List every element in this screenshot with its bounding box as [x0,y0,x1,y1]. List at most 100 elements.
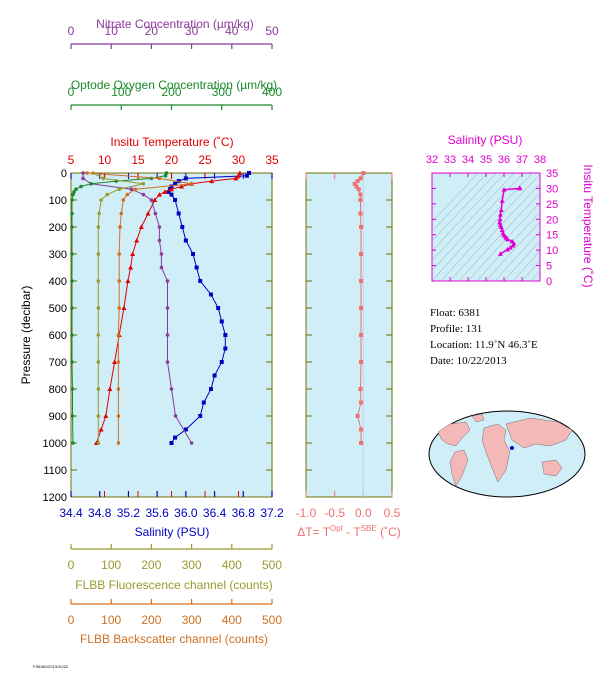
salinity-point [183,176,188,181]
temperature-axis-label: Insitu Temperature (˚C) [110,135,233,149]
nitrate-point [169,387,174,391]
continent-americas-north [437,421,471,447]
ts-salinity-tick-label: 37 [516,154,528,166]
ts-temperature-tick-label: 0 [546,276,552,288]
ts-density-contour [521,260,540,281]
ts-point [505,247,511,252]
salinity-point [183,427,188,432]
ts-temperature-tick-label: 35 [546,168,558,180]
nitrate-tick-label: 40 [225,24,239,38]
ts-density-contour [432,173,524,272]
salinity-tick-label: 36.0 [174,506,198,520]
salinity-point [166,189,171,194]
oxygen-point [79,184,83,189]
temperature-tick-label: 15 [131,153,145,167]
oxygen-point [70,333,74,337]
ts-density-contour [432,173,479,223]
temperature-tick-label: 25 [198,153,212,167]
footer-code: FS6381/2013/10/22 [33,664,69,669]
ts-density-contour [494,231,540,281]
backscatter-point [117,252,122,256]
oxygen-point [70,306,74,310]
backscatter-tick-label: 100 [101,613,121,627]
oxygen-point [74,187,78,191]
nitrate-point [81,171,85,175]
temperature-point [152,197,158,202]
salinity-tick-label: 35.2 [117,506,141,520]
ts-density-contour [503,240,540,281]
ts-point [497,212,503,217]
pressure-tick-label: 100 [49,195,67,207]
ts-salinity-axis-label: Salinity (PSU) [448,133,523,147]
delta-tick-label: 0.5 [384,506,401,520]
delta-t-point [356,187,361,192]
backscatter-point [116,360,121,364]
location: Location: 11.9˚N 46.3˚E [430,339,538,351]
ts-temperature-tick-label: 10 [546,245,558,257]
salinity-tick-label: 34.8 [88,506,112,520]
delta-t-point [358,176,363,181]
salinity-point [180,225,185,229]
ts-density-contour [440,174,540,281]
nitrate-axis-label: Nitrate Concentration (µm/kg) [96,17,254,31]
pressure-tick-label: 1000 [43,438,67,450]
oxygen-point [72,190,76,194]
nitrate-point [189,441,194,445]
salinity-tick-label: 34.4 [59,506,83,520]
map-continents [437,413,573,487]
delta-t-point [358,211,363,216]
salinity-point [208,387,213,391]
delta-tick-label: -0.5 [324,506,345,520]
nitrate-point [165,306,170,310]
float-location-marker [510,446,514,450]
nitrate-point [159,265,164,270]
nitrate-point [141,192,146,197]
salinity-point [173,198,178,202]
salinity-point [219,319,224,324]
oxygen-tick-label: 0 [68,85,75,99]
salinity-point [169,441,174,445]
salinity-point [247,171,252,175]
oxygen-tick-label: 300 [212,85,232,99]
salinity-point [176,179,181,184]
oxygen-point [70,225,74,229]
oxygen-point [70,414,75,418]
ts-point [497,216,503,222]
ts-point [501,187,507,192]
temperature-point [98,427,104,432]
ts-salinity-tick-label: 34 [462,154,474,166]
fluorescence-tick-label: 0 [68,558,75,572]
salinity-point [216,306,221,310]
salinity-point [198,414,203,418]
temperature-tick-label: 10 [98,153,112,167]
backscatter-point [189,182,194,186]
salinity-point [223,346,228,351]
fluorescence-point [96,252,101,256]
nitrate-point [159,252,164,256]
nitrate-point [153,211,158,216]
backscatter-point [85,171,89,175]
pressure-tick-label: 600 [49,330,67,342]
ts-density-contour [467,202,540,281]
oxygen-series-line [71,172,167,444]
backscatter-point [116,441,121,445]
nitrate-point [129,187,134,191]
temperature-point [128,265,134,270]
salinity-point [173,181,178,186]
delta-t-point [359,400,364,405]
salinity-point [219,360,224,364]
pressure-tick-label: 800 [49,384,67,396]
salinity-point [191,252,196,256]
delta-tick-label: 0.0 [355,506,372,520]
ts-density-contour [485,221,540,281]
salinity-tick-label: 37.2 [260,506,284,520]
backscatter-tick-label: 200 [141,613,161,627]
oxygen-tick-label: 100 [111,85,131,99]
fluorescence-point [96,306,101,310]
temperature-tick-label: 20 [165,153,179,167]
delta-plot-background [305,172,393,498]
nitrate-point [173,414,178,418]
fluorescence-tick-label: 500 [262,558,282,572]
pressure-tick-label: 1100 [43,465,67,477]
